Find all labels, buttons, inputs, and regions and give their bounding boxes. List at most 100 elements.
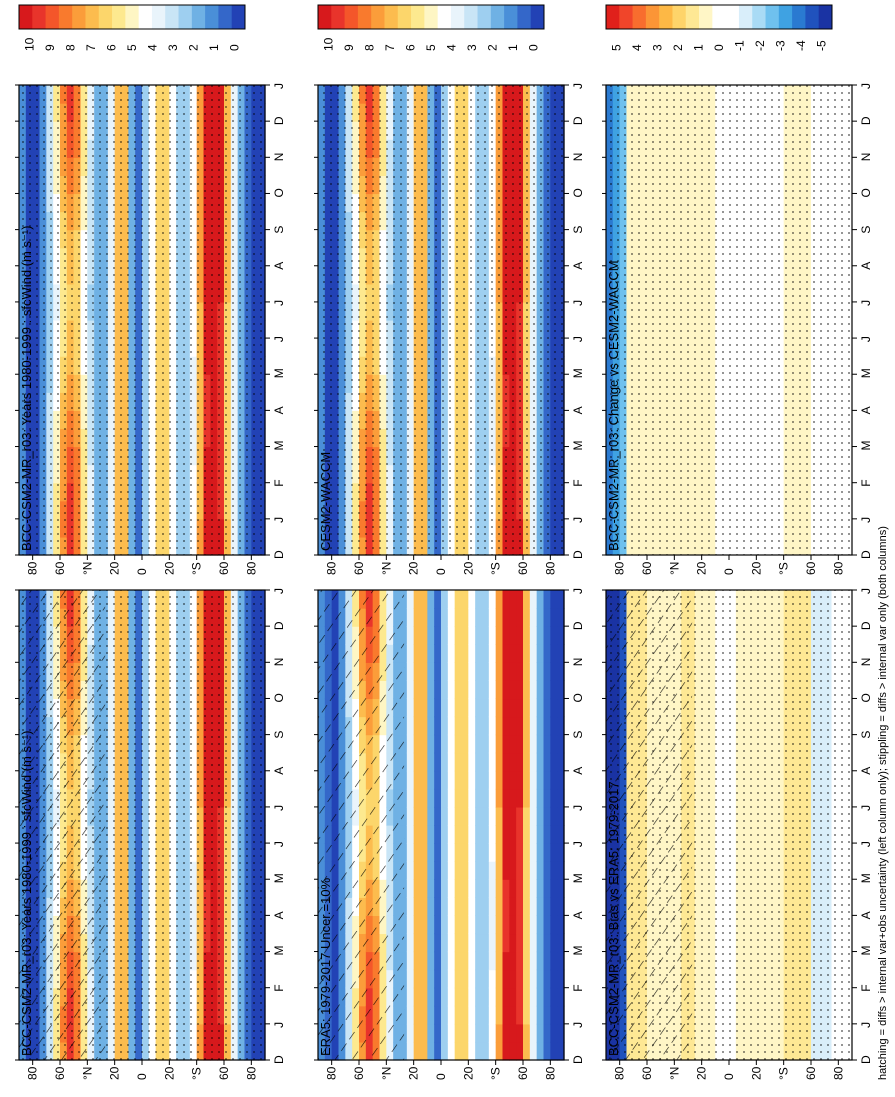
heatmap-cell — [461, 734, 469, 754]
heatmap-cell — [468, 843, 476, 862]
heatmap-cell — [488, 915, 497, 935]
heatmap-cell — [495, 933, 504, 953]
heatmap-cell — [523, 879, 531, 898]
panel-1: 80 60 °N 20 0 20 °S 60 80DJFMAMJJASONDJBCC-CSM2-… — [15, 4, 286, 575]
heatmap-cell — [434, 662, 442, 681]
heatmap-cell — [447, 969, 456, 989]
heatmap-cell — [516, 1041, 524, 1061]
heatmap-cell — [461, 1041, 469, 1061]
heatmap-cell — [454, 698, 463, 718]
heatmap-cell — [516, 969, 524, 989]
colorbar-swatch — [384, 5, 399, 29]
heatmap-cell — [502, 752, 510, 772]
heatmap-cell — [502, 716, 510, 736]
heatmap-cell — [502, 879, 510, 898]
heatmap-cell — [550, 698, 558, 718]
colorbar-label: 9 — [342, 44, 356, 51]
heatmap-cell — [529, 806, 538, 826]
heatmap-cell — [523, 843, 531, 862]
colorbar-label: 3 — [166, 44, 180, 51]
heatmap-cell — [502, 861, 510, 880]
heatmap-cell — [468, 825, 476, 844]
heatmap-cell — [495, 843, 504, 862]
heatmap-cell — [447, 626, 456, 645]
heatmap-cell — [509, 806, 517, 826]
heatmap-cell — [523, 644, 531, 663]
month-label: N — [272, 658, 286, 667]
heatmap-cell — [413, 770, 422, 790]
heatmap-cell — [454, 590, 463, 609]
colorbar-swatch — [58, 5, 73, 29]
heatmap-cell — [557, 879, 565, 898]
heatmap-cell — [550, 644, 558, 663]
heatmap-cell — [461, 861, 469, 880]
heatmap-cell — [434, 626, 442, 645]
heatmap-cell — [406, 734, 415, 754]
month-label: A — [272, 767, 286, 775]
heatmap-cell — [529, 608, 538, 627]
lat-tick-label: 80 — [325, 561, 339, 575]
month-label: J — [571, 336, 585, 342]
heatmap-cell — [475, 1023, 483, 1043]
heatmap-cell — [502, 843, 510, 862]
heatmap-cell — [557, 951, 565, 971]
month-label: M — [272, 946, 286, 956]
heatmap-cell — [441, 969, 449, 989]
heatmap-cell — [447, 680, 456, 700]
heatmap-cell — [509, 897, 517, 916]
heatmap-cell — [550, 951, 558, 971]
month-label: M — [272, 441, 286, 451]
heatmap-cell — [447, 788, 456, 808]
heatmap-cell — [502, 680, 510, 700]
heatmap-cell — [441, 608, 449, 627]
panel-4: 80 60 °N 20 0 20 °S 60 80DJFMAMJJASONDJBCC-CSM2-… — [602, 509, 873, 1080]
heatmap-cell — [482, 1023, 490, 1043]
heatmap-cell — [502, 590, 510, 609]
heatmap-cell — [468, 969, 476, 989]
heatmap-cell — [482, 734, 490, 754]
heatmap-cell — [509, 770, 517, 790]
heatmap-cell — [468, 861, 476, 880]
heatmap-cell — [427, 644, 435, 663]
heatmap-cell — [447, 752, 456, 772]
heatmap-cell — [447, 951, 456, 971]
heatmap-cell — [475, 951, 483, 971]
heatmap-cell — [516, 987, 524, 1007]
heatmap-cell — [413, 879, 422, 898]
heatmap-cell — [447, 879, 456, 898]
heatmap-cell — [468, 626, 476, 645]
heatmap-cell — [502, 1041, 510, 1061]
heatmap-cell — [516, 680, 524, 700]
heatmap-cell — [434, 734, 442, 754]
heatmap-cell — [427, 626, 435, 645]
heatmap-cell — [461, 716, 469, 736]
heatmap-cell — [550, 608, 558, 627]
heatmap-cell — [475, 698, 483, 718]
heatmap-cell — [488, 698, 497, 718]
heatmap-cell — [523, 698, 531, 718]
colorbar-swatch — [371, 5, 385, 29]
heatmap-cell — [482, 662, 490, 681]
heatmap-cell — [468, 590, 476, 609]
colorbar-frame — [317, 4, 545, 30]
heatmap-cell — [502, 788, 510, 808]
heatmap-cell — [488, 933, 497, 953]
heatmap-cell — [523, 662, 531, 681]
heatmap-cell — [523, 825, 531, 844]
heatmap-cell — [536, 1023, 545, 1043]
heatmap-cell — [427, 861, 435, 880]
heatmap-cell — [529, 680, 538, 700]
heatmap-cell — [543, 716, 551, 736]
heatmap-cell — [427, 1023, 435, 1043]
heatmap-cell — [529, 951, 538, 971]
heatmap-cell — [550, 825, 558, 844]
heatmap-cell — [475, 933, 483, 953]
heatmap-cell — [502, 644, 510, 663]
month-label: D — [571, 621, 585, 630]
heatmap-cell — [488, 680, 497, 700]
panel-3: 80 60 °N 20 0 20 °S 60 80DJFMAMJJASONDJCESM2-WAC… — [314, 4, 585, 575]
heatmap-cell — [447, 843, 456, 862]
heatmap-cell — [543, 680, 551, 700]
month-label: J — [571, 517, 585, 523]
heatmap-cell — [509, 1023, 517, 1043]
